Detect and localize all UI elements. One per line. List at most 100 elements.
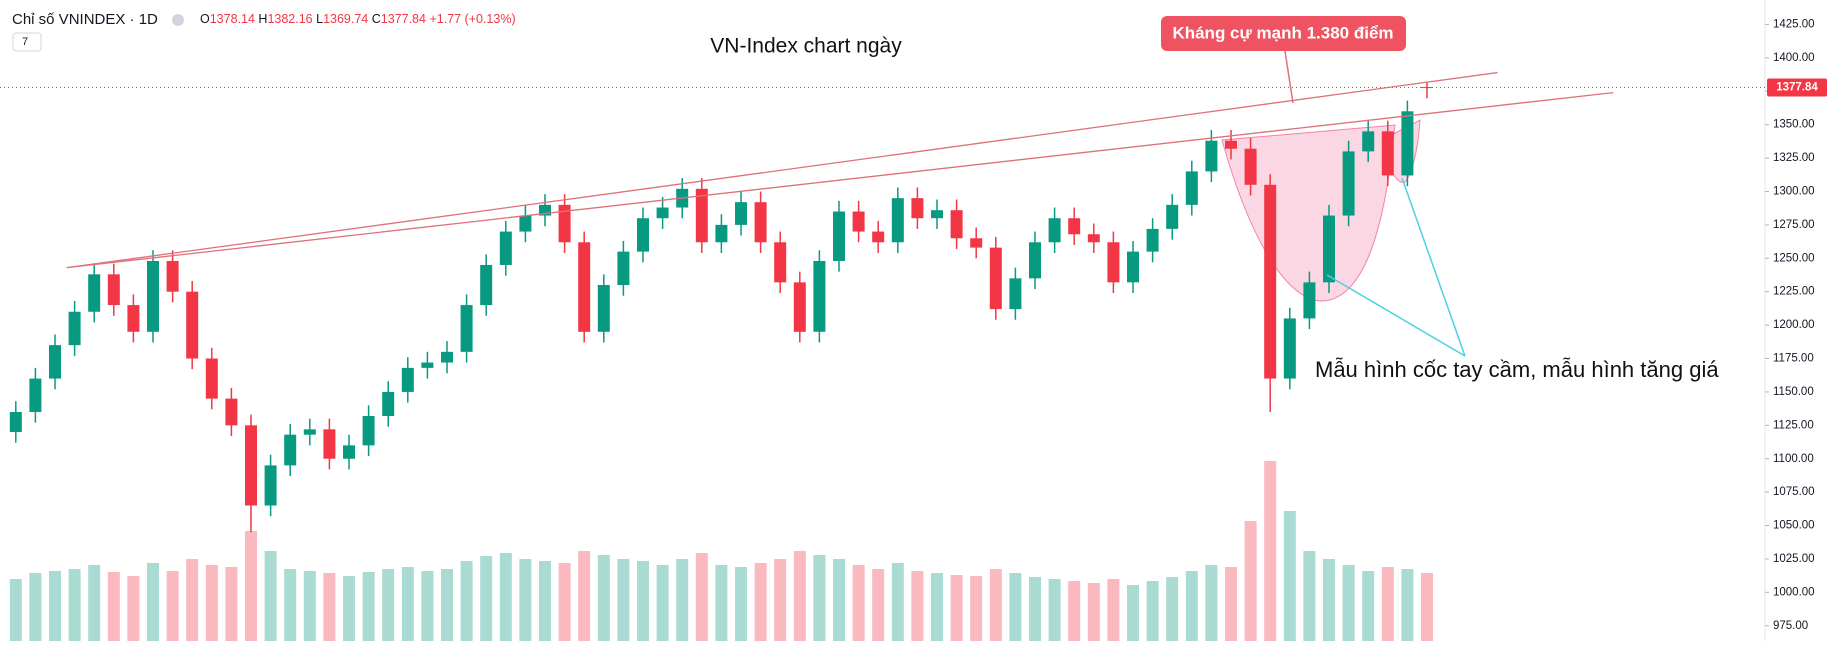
candle-body: [1362, 131, 1375, 152]
y-tick-label: 1175.00: [1773, 353, 1814, 365]
candle-body: [88, 274, 101, 312]
volume-bar: [186, 559, 199, 641]
annotation-box: [1161, 16, 1406, 51]
volume-bar: [833, 559, 845, 641]
volume-bar: [1068, 581, 1081, 641]
candle-body: [911, 198, 924, 219]
ohlc-label: C: [372, 12, 381, 26]
volume-bar: [1127, 585, 1139, 641]
candle-body: [421, 362, 434, 368]
candle-body: [205, 358, 218, 399]
y-tick-label: 1050.00: [1773, 520, 1815, 532]
volume-bar: [911, 571, 924, 641]
ohlc-readout: O1378.14 H1382.16 L1369.74 C1377.84 +1.7…: [200, 12, 516, 26]
volume-bar: [107, 572, 120, 641]
volume-bar: [1264, 461, 1277, 641]
candle-body: [480, 264, 493, 306]
candle-body: [1009, 278, 1022, 310]
volume-bar: [1381, 567, 1394, 641]
candle-body: [1146, 228, 1159, 252]
candle-body: [264, 465, 277, 506]
candle-body: [774, 242, 787, 283]
volume-bar: [49, 571, 61, 641]
volume-bar: [499, 553, 512, 641]
volume-bar: [1342, 565, 1355, 641]
candle-body: [1107, 242, 1120, 283]
candle-body: [872, 231, 885, 243]
change: +1.77 (+0.13%): [429, 12, 515, 26]
volume-bar: [166, 571, 179, 641]
candle-body: [1166, 204, 1179, 229]
candle-body: [460, 305, 473, 352]
candle-body: [656, 207, 669, 219]
volume-bar: [852, 565, 865, 641]
volume-bar: [656, 565, 669, 641]
annotation-pointer: [1284, 50, 1294, 104]
volume-layer: [9, 461, 1433, 641]
candle-body: [1029, 242, 1041, 279]
candle-body: [1342, 151, 1355, 216]
volume-bar: [578, 551, 591, 641]
candle-body: [1303, 282, 1316, 319]
candle-body: [1421, 87, 1433, 89]
candle-body: [519, 215, 532, 232]
volume-bar: [695, 553, 708, 641]
volume-bar: [9, 579, 22, 641]
ohlc-value: 1382.16: [267, 12, 312, 26]
candle-body: [166, 260, 179, 292]
candle-body: [1127, 251, 1139, 283]
candle-body: [970, 238, 983, 248]
y-tick-label: 1275.00: [1773, 219, 1815, 231]
y-tick-label: 1325.00: [1773, 152, 1815, 164]
candle-body: [303, 429, 316, 435]
volume-bar: [989, 569, 1002, 641]
volume-bar: [362, 572, 375, 641]
y-tick-label: 1000.00: [1773, 586, 1815, 598]
volume-bar: [774, 559, 787, 641]
volume-bar: [460, 561, 473, 641]
status-icon: [172, 14, 184, 26]
candle-body: [441, 351, 453, 363]
chart-title: VN-Index chart ngày: [710, 35, 902, 58]
volume-bar: [676, 559, 689, 641]
volume-bar: [539, 561, 551, 641]
candle-body: [637, 218, 649, 252]
candle-body: [1244, 148, 1257, 185]
candle-body: [617, 251, 630, 286]
ohlc-value: 1378.14: [210, 12, 255, 26]
volume-bar: [1225, 567, 1237, 641]
candle-body: [127, 305, 140, 332]
indicator-toggle[interactable]: [12, 32, 42, 52]
candle-body: [735, 202, 747, 225]
volume-bar: [754, 563, 767, 641]
indicator-count: 7: [22, 36, 28, 48]
volume-bar: [441, 569, 453, 641]
candle-body: [1225, 140, 1237, 149]
candle-body: [1323, 215, 1335, 283]
volume-bar: [205, 565, 218, 641]
candle-body: [1068, 218, 1081, 235]
volume-bar: [597, 555, 610, 641]
candle-body: [1205, 140, 1218, 172]
candle-body: [225, 398, 238, 426]
candle-body: [323, 429, 336, 459]
candle-body: [950, 210, 963, 239]
candle-body: [68, 311, 81, 346]
volume-bar: [1205, 565, 1218, 641]
y-tick-label: 1075.00: [1773, 486, 1815, 498]
volume-bar: [245, 531, 257, 641]
candle-body: [29, 378, 42, 412]
candle-body: [1087, 234, 1100, 243]
y-tick-label: 1200.00: [1773, 319, 1815, 331]
volume-bar: [891, 563, 904, 641]
volume-bar: [813, 555, 826, 641]
ohlc-label: O: [200, 12, 210, 26]
candle-body: [9, 411, 22, 433]
candle-body: [754, 202, 767, 243]
volume-bar: [637, 561, 649, 641]
candle-body: [245, 425, 257, 506]
candle-body: [558, 204, 571, 243]
candle-body: [931, 210, 943, 219]
y-tick-label: 1225.00: [1773, 286, 1815, 298]
